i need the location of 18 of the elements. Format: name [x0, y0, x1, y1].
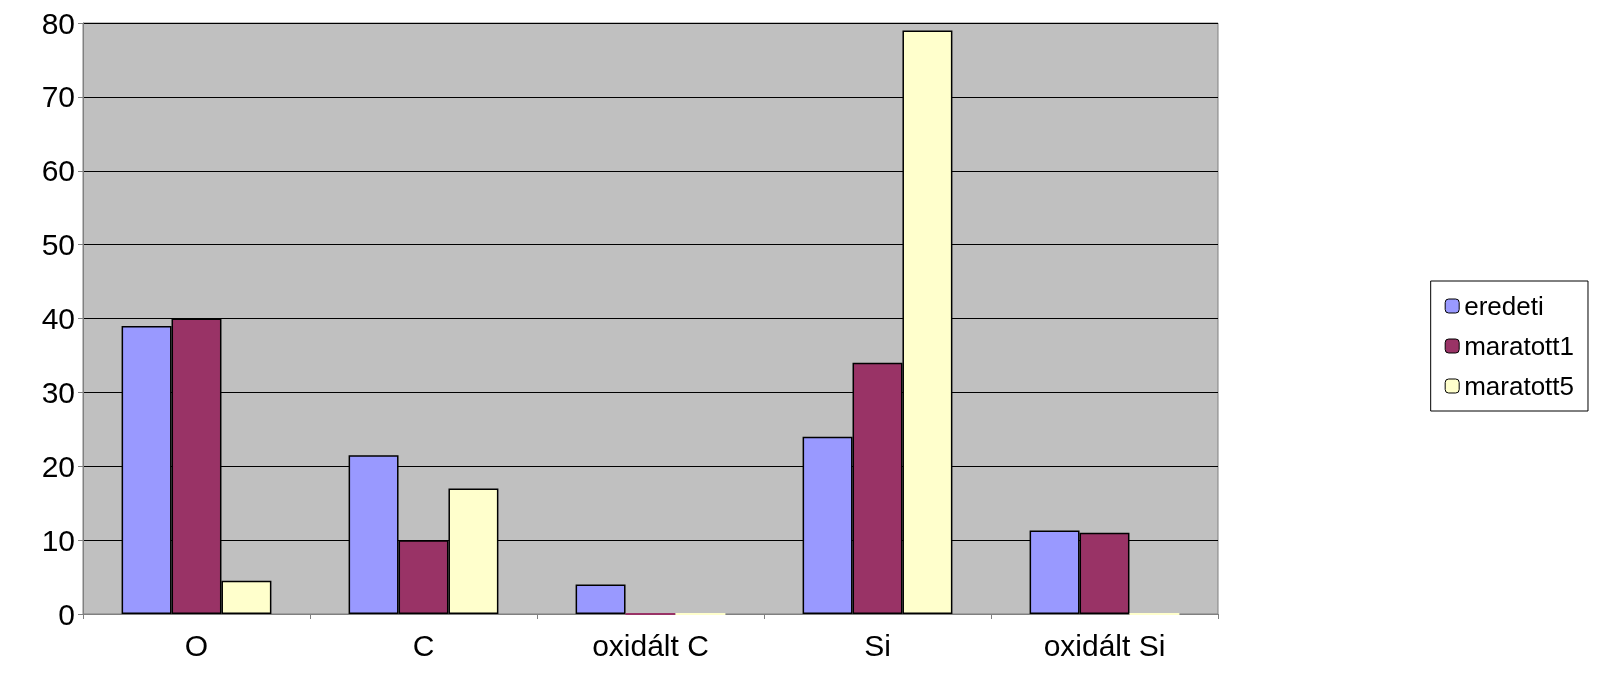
x-tick-label: C — [412, 628, 435, 662]
y-tick-label: 40 — [41, 302, 75, 335]
bar — [575, 584, 626, 614]
x-tick-label: oxidált Si — [1043, 628, 1166, 662]
x-tick-label: Si — [864, 628, 891, 662]
x-tick-label: oxidált C — [592, 628, 709, 662]
y-tick-label: 80 — [41, 6, 75, 40]
y-tick-label: 50 — [41, 228, 75, 262]
y-tick-label: 70 — [41, 80, 75, 114]
y-tick-label: 30 — [41, 375, 75, 409]
y-tick-label: 0 — [58, 597, 75, 631]
legend-label: eredeti — [1464, 291, 1544, 321]
legend-label: maratott1 — [1464, 331, 1574, 361]
y-tick-label: 60 — [41, 154, 75, 188]
x-tick-label: O — [184, 628, 209, 662]
legend-label: maratott5 — [1464, 371, 1574, 401]
y-tick-label: 20 — [41, 449, 75, 483]
y-tick-label: 10 — [41, 523, 75, 557]
